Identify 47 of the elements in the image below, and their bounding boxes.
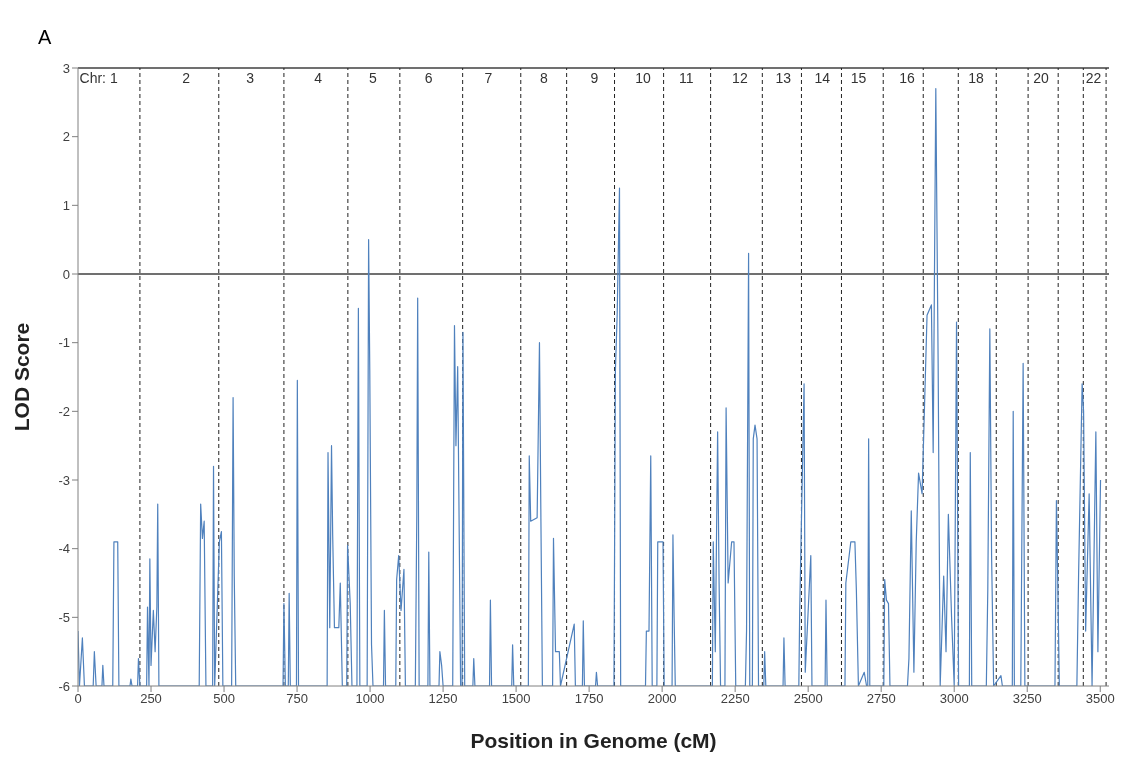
x-tick-label: 1750 [574, 691, 604, 707]
y-axis-title: LOD Score [10, 322, 34, 432]
annotation: 4 [314, 70, 323, 86]
y-tick-label: 1 [62, 197, 70, 213]
y-tick-label: 2 [62, 129, 70, 145]
y-tick-label: -3 [58, 472, 70, 488]
x-tick-label: 2750 [866, 691, 896, 707]
x-tick-label: 1250 [428, 691, 458, 707]
y-tick-label: -6 [58, 678, 70, 694]
annotation: 22 [1085, 70, 1102, 86]
annotation: 15 [850, 70, 867, 86]
y-tick-label: -2 [58, 403, 70, 419]
y-tick-label: 0 [62, 266, 70, 282]
chart-title: A [37, 25, 53, 50]
annotation: 2 [182, 70, 191, 86]
x-tick-label: 2250 [720, 691, 750, 707]
annotation: 9 [590, 70, 599, 86]
annotation: 6 [424, 70, 433, 86]
y-tick-label: -1 [58, 335, 70, 351]
x-tick-label: 2000 [647, 691, 677, 707]
annotation: 18 [968, 70, 984, 86]
x-axis-title: Position in Genome (cM) [470, 729, 717, 752]
annotation: 3 [246, 70, 255, 86]
annotation: Chr: 1 [79, 70, 118, 86]
x-tick-label: 1500 [501, 691, 531, 707]
y-tick-label: -5 [58, 609, 70, 625]
x-tick-label: 3250 [1012, 691, 1042, 707]
x-tick-label: 1000 [355, 691, 385, 707]
annotation: 8 [540, 70, 548, 86]
x-tick-label: 750 [286, 691, 308, 707]
y-tick-label: 3 [62, 60, 70, 76]
annotation: 7 [484, 70, 493, 86]
x-tick-label: 2500 [793, 691, 823, 707]
x-tick-label: 500 [213, 691, 235, 707]
annotation: 20 [1033, 70, 1049, 86]
annotation: 14 [814, 70, 831, 86]
x-tick-label: 3500 [1085, 691, 1115, 707]
annotation: 12 [732, 70, 748, 86]
x-tick-label: 250 [140, 691, 162, 707]
annotation: 13 [775, 70, 791, 86]
annotation: 16 [899, 70, 915, 86]
annotation: 11 [679, 70, 694, 86]
annotation: 10 [635, 70, 651, 86]
annotation: 5 [368, 70, 377, 86]
y-tick-label: -4 [58, 541, 70, 557]
x-tick-label: 3000 [939, 691, 969, 707]
x-tick-label: 0 [74, 691, 82, 707]
